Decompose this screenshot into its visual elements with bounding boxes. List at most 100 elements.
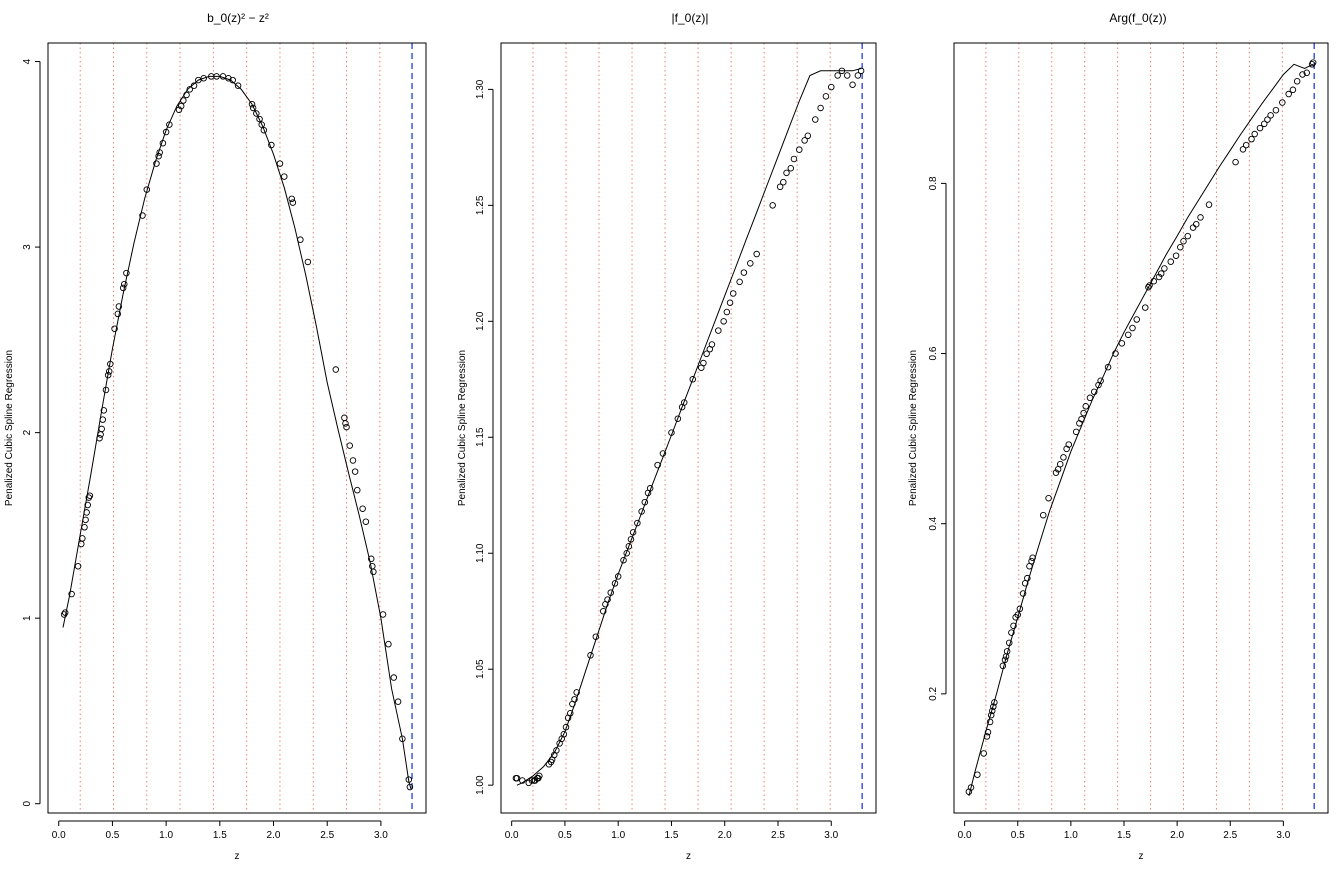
data-point — [367, 555, 375, 563]
data-point — [332, 366, 340, 373]
y-tick-label: 0.4 — [928, 516, 939, 530]
data-point — [1289, 86, 1297, 94]
data-point — [790, 155, 798, 163]
data-point — [351, 468, 359, 475]
x-axis-label: z — [1139, 851, 1144, 862]
data-point — [96, 434, 103, 442]
y-tick-label: 1.10 — [475, 543, 486, 563]
y-tick-label: 1.00 — [475, 775, 486, 795]
data-point — [253, 110, 260, 117]
data-point — [703, 350, 710, 358]
data-point — [97, 431, 104, 438]
x-tick-label: 2.0 — [267, 830, 281, 841]
data-point — [200, 75, 207, 82]
data-point — [614, 573, 622, 580]
x-tick-label: 1.0 — [1064, 830, 1078, 841]
data-point — [1192, 220, 1200, 228]
data-point — [726, 299, 734, 307]
data-point — [528, 777, 536, 784]
y-tick-label: 1.20 — [475, 311, 486, 331]
data-point — [78, 540, 85, 548]
data-point — [159, 139, 167, 147]
data-point — [1293, 78, 1301, 85]
data-point — [370, 568, 377, 576]
y-tick-label: 0.6 — [928, 346, 939, 360]
data-point — [571, 696, 578, 703]
data-point — [362, 518, 370, 525]
data-point — [1256, 124, 1264, 132]
data-point — [723, 308, 731, 316]
data-point — [74, 562, 82, 570]
data-point — [1001, 656, 1009, 664]
fitted-spline-line — [968, 63, 1314, 797]
data-point — [573, 689, 580, 696]
x-tick-label: 2.0 — [1170, 830, 1184, 841]
x-tick-label: 0.5 — [105, 830, 119, 841]
data-point — [288, 195, 296, 203]
data-point — [1285, 90, 1292, 98]
data-point — [1180, 237, 1187, 245]
data-point — [405, 776, 413, 783]
data-point — [394, 698, 402, 705]
data-point — [1086, 394, 1094, 402]
data-point — [708, 341, 716, 348]
y-tick-label: 1.15 — [475, 427, 486, 447]
data-point — [1016, 605, 1024, 613]
x-tick-label: 2.5 — [1223, 830, 1237, 841]
data-point — [289, 199, 297, 206]
data-point — [1028, 557, 1035, 565]
data-point — [385, 640, 392, 648]
data-point — [700, 359, 707, 367]
data-point — [641, 498, 649, 506]
x-tick-label: 0.5 — [558, 830, 572, 841]
data-point — [587, 652, 594, 659]
data-point — [1052, 469, 1060, 476]
data-point — [600, 607, 607, 615]
data-point — [119, 284, 127, 292]
data-point — [104, 371, 112, 379]
x-tick-label: 1.0 — [611, 830, 625, 841]
data-point — [1146, 282, 1153, 289]
data-point — [1308, 61, 1316, 68]
y-tick-label: 0.8 — [928, 176, 939, 190]
data-point — [1205, 201, 1213, 208]
data-point — [1039, 511, 1047, 519]
data-point — [1157, 270, 1165, 277]
data-point — [607, 589, 614, 596]
data-point — [120, 280, 128, 288]
data-point — [1155, 273, 1163, 281]
data-point — [1065, 441, 1072, 448]
data-point — [190, 82, 198, 89]
data-point — [175, 106, 183, 114]
data-point — [638, 508, 645, 515]
data-point — [114, 310, 122, 318]
data-point — [155, 152, 162, 160]
data-point — [1264, 116, 1271, 123]
data-point — [297, 236, 304, 243]
data-point — [107, 360, 114, 368]
data-point — [1090, 388, 1098, 396]
data-point — [213, 73, 220, 80]
data-point — [1242, 141, 1250, 149]
data-point — [166, 121, 173, 128]
data-point — [276, 160, 284, 167]
data-point — [1133, 316, 1140, 323]
data-point — [854, 72, 862, 79]
x-tick-label: 2.0 — [718, 830, 732, 841]
data-point — [519, 777, 526, 784]
data-point — [989, 707, 996, 715]
data-point — [753, 250, 760, 258]
data-point — [354, 486, 361, 494]
data-point — [82, 516, 89, 524]
data-point — [1008, 629, 1015, 636]
data-point — [162, 128, 170, 136]
fitted-spline-line — [516, 68, 862, 786]
data-point — [102, 386, 110, 394]
y-axis-label: Penalized Cubic Spline Regression — [457, 350, 468, 506]
panel-2: |f_0(z)| 0.0 0.5 1.0 1.5 2.0 2.5 3.0 1.00 1.05 1.1… — [457, 11, 877, 862]
y-tick-label: 0.2 — [928, 686, 939, 700]
data-point — [1003, 648, 1011, 655]
data-point — [186, 86, 193, 93]
y-tick-label: 0 — [22, 801, 33, 807]
data-point — [611, 580, 619, 587]
